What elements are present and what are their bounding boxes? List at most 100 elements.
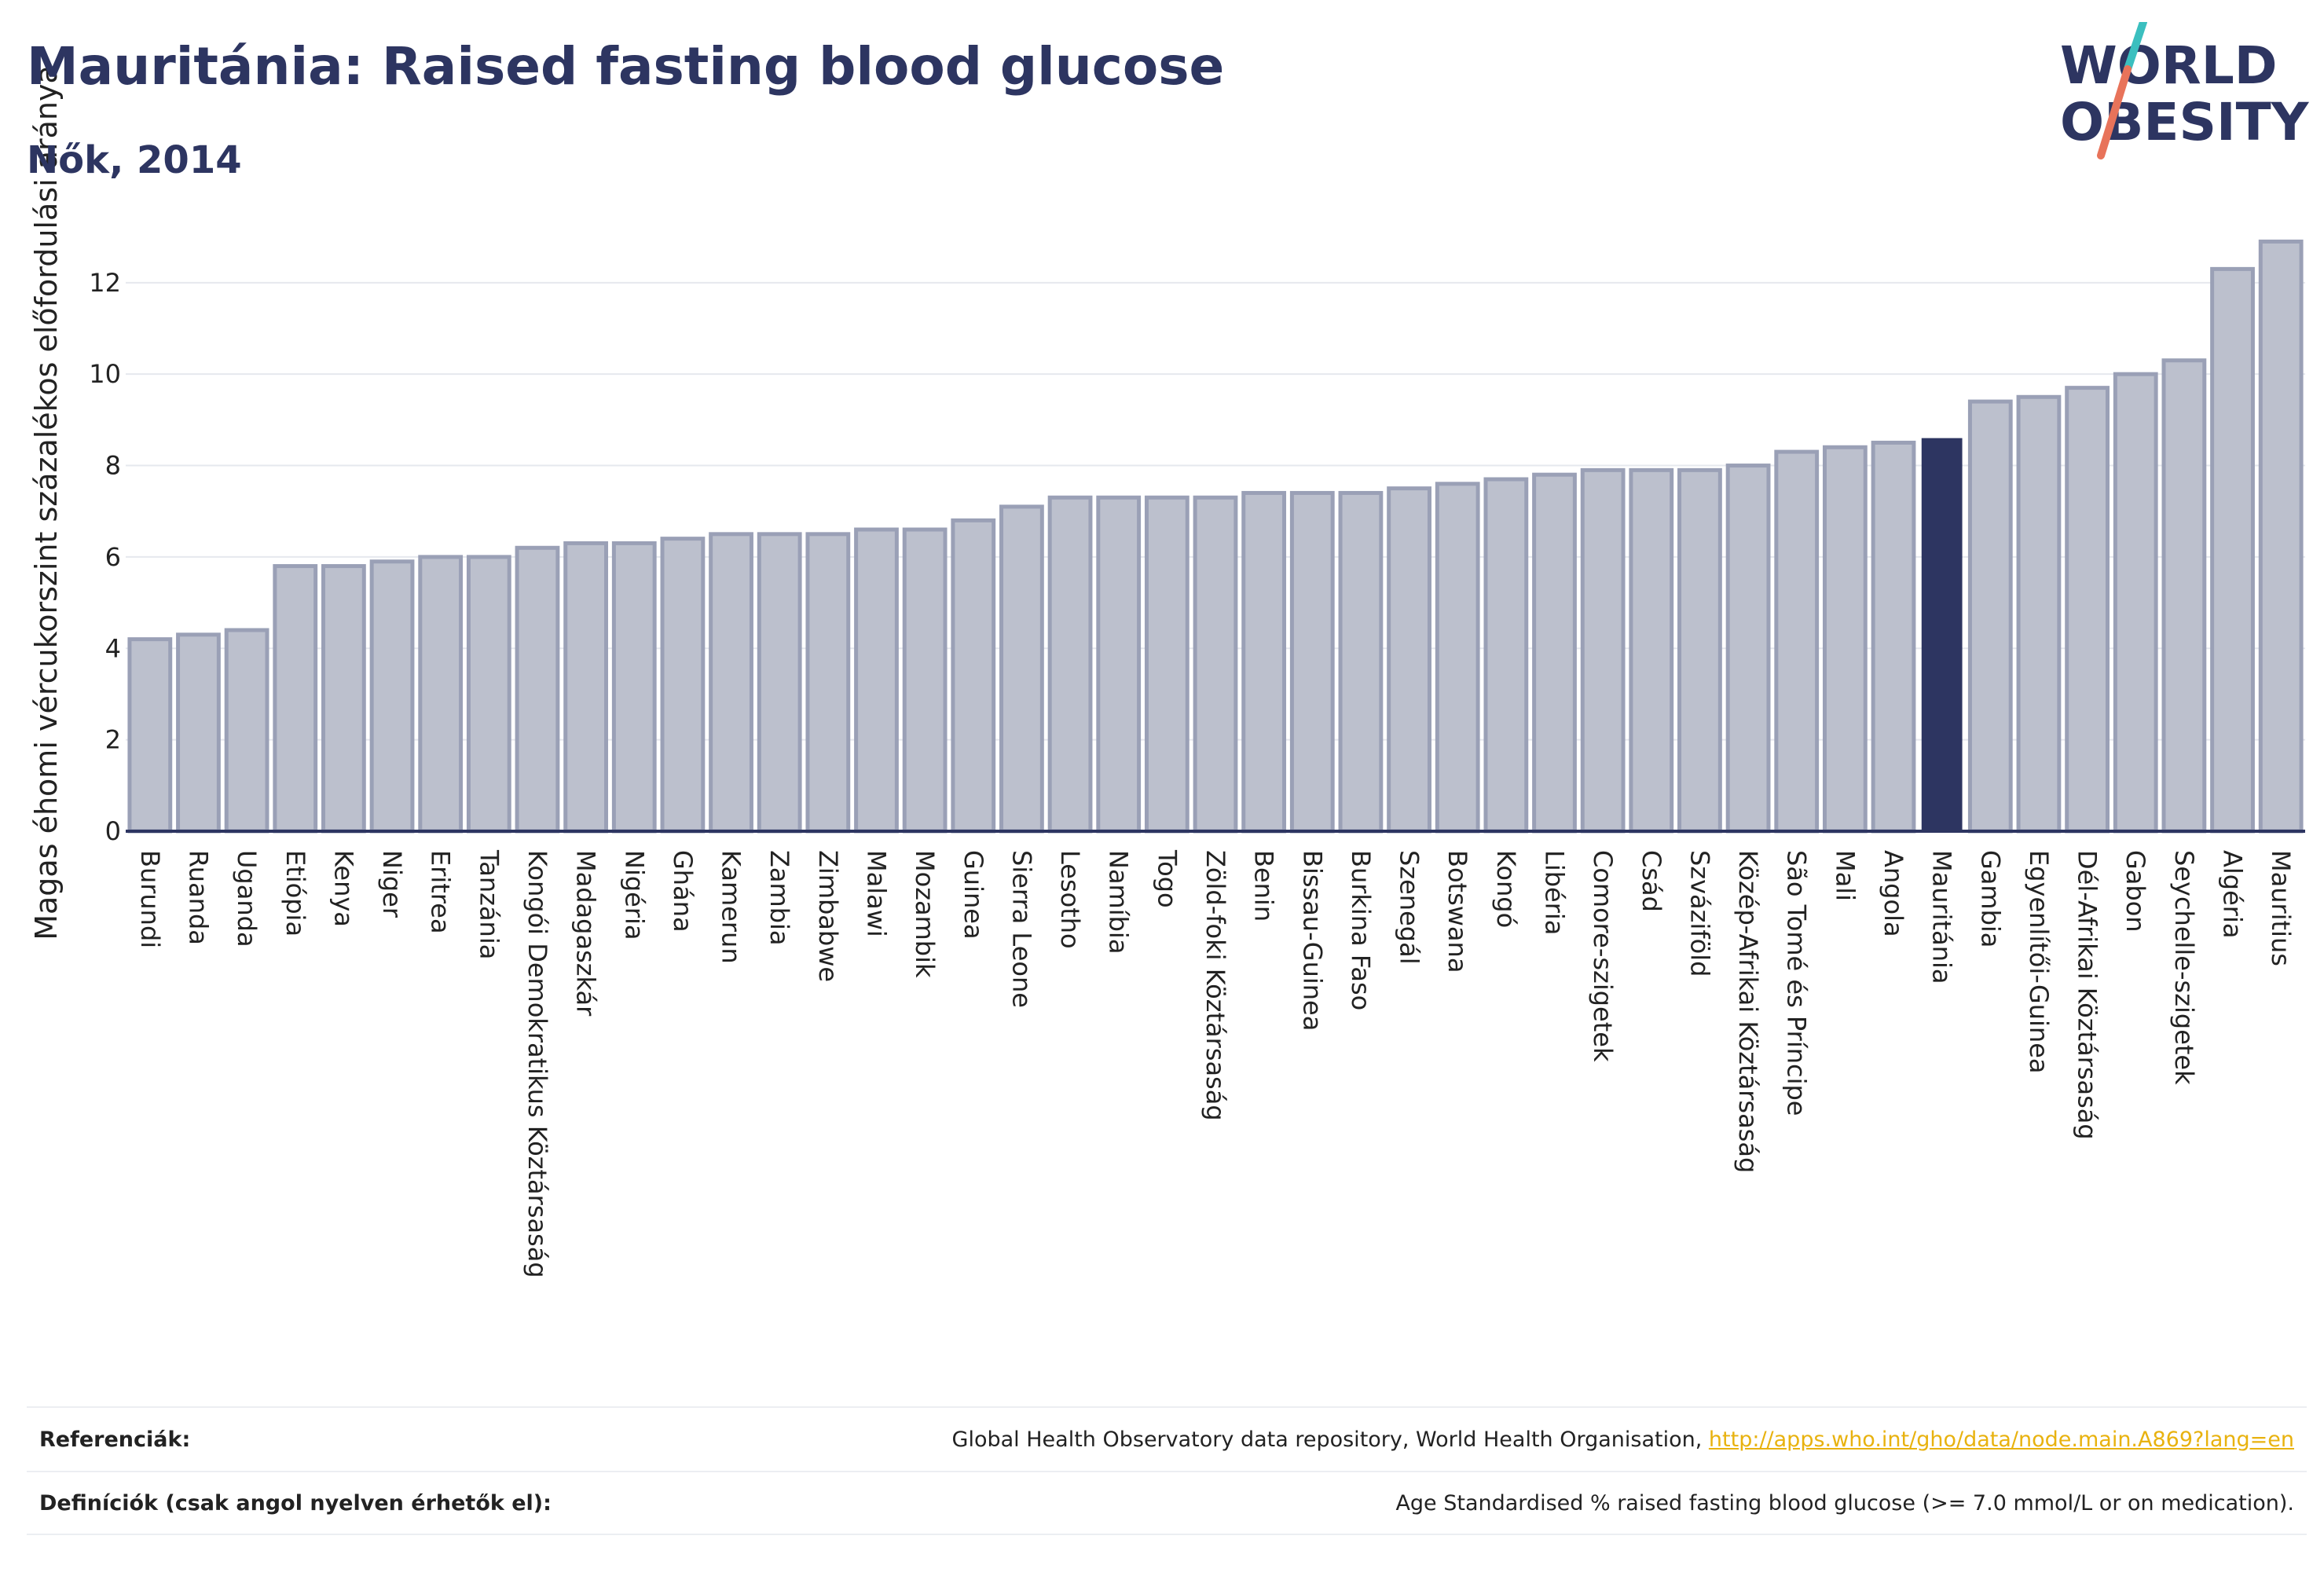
bar xyxy=(1483,477,1529,834)
chart-title: Mauritánia: Raised fasting blood glucose xyxy=(27,36,1225,97)
bar xyxy=(999,504,1044,834)
x-category-label: Mauritánia xyxy=(1927,850,1957,984)
bar xyxy=(1967,399,2013,834)
definitions-text: Age Standardised % raised fasting blood … xyxy=(1395,1490,2294,1516)
x-category-label: Libéria xyxy=(1540,850,1570,935)
bar xyxy=(1435,482,1480,834)
bar xyxy=(1144,495,1189,834)
x-category-label: Ruanda xyxy=(183,850,213,945)
x-category-label: Kenya xyxy=(328,850,358,927)
y-tick-label: 6 xyxy=(105,542,121,572)
world-obesity-logo: WORLD OBESITY xyxy=(2060,22,2310,159)
x-category-label: Uganda xyxy=(232,850,262,947)
bar xyxy=(1822,445,1868,834)
x-category-label: Botswana xyxy=(1442,850,1472,973)
logo-line-1: WORLD xyxy=(2060,35,2278,96)
bar-highlighted xyxy=(1921,438,1963,831)
bar xyxy=(563,541,609,834)
bar xyxy=(2065,386,2110,834)
x-category-label: Mali xyxy=(1830,850,1860,901)
x-category-label: Eritrea xyxy=(426,850,456,934)
bar xyxy=(951,518,996,834)
definitions-label: Definíciók (csak angol nyelven érhetők e… xyxy=(39,1490,552,1516)
x-category-label: Ghána xyxy=(668,850,698,933)
bar xyxy=(2210,266,2255,834)
references-value: Global Health Observatory data repositor… xyxy=(952,1428,2294,1452)
y-tick-labels: 0 2 4 6 8 10 12 xyxy=(89,268,121,846)
y-tick-label: 12 xyxy=(89,268,121,298)
bar xyxy=(2016,394,2062,834)
bar xyxy=(127,637,173,834)
bar xyxy=(660,537,706,834)
x-category-label: Angola xyxy=(1879,850,1908,937)
x-category-label: Gambia xyxy=(1975,850,2005,947)
x-category-label: Etiópia xyxy=(280,850,310,936)
x-category-label: Egyenlítői-Guinea xyxy=(2024,850,2054,1074)
x-category-label: Kongó xyxy=(1491,850,1521,928)
bar xyxy=(466,555,511,834)
bar xyxy=(1096,495,1142,834)
x-category-label: Burkina Faso xyxy=(1346,850,1376,1010)
bar-chart: 0 2 4 6 8 10 12 Burundi Ruanda Uganda Etiópia Keny… xyxy=(29,65,2305,1278)
references-row: Referenciák: Global Health Observatory d… xyxy=(27,1406,2307,1471)
logo-slash-coral xyxy=(2097,65,2132,159)
x-category-label: Tanzánia xyxy=(474,849,504,959)
bar xyxy=(418,555,464,834)
x-category-label: Zöld-foki Köztársaság xyxy=(1200,850,1230,1121)
bar xyxy=(805,532,851,834)
x-category-label: Seychelle-szigetek xyxy=(2169,850,2199,1085)
references-link[interactable]: http://apps.who.int/gho/data/node.main.A… xyxy=(1708,1427,2294,1452)
bar xyxy=(2258,239,2304,834)
y-tick-label: 2 xyxy=(105,725,121,755)
bar xyxy=(369,559,415,834)
x-category-label: Sierra Leone xyxy=(1006,850,1036,1008)
bar xyxy=(757,532,802,834)
logo-line-2: OBESITY xyxy=(2060,92,2310,152)
bar xyxy=(1774,449,1820,834)
x-category-label: Kongói Demokratikus Köztársaság xyxy=(522,850,552,1278)
x-category-label: Közép-Afrikai Köztársaság xyxy=(1733,850,1763,1173)
x-category-label: Csád xyxy=(1637,850,1666,912)
x-category-label: Mozambik xyxy=(910,850,940,978)
bar xyxy=(902,527,948,834)
bar xyxy=(515,545,560,834)
references-text: Global Health Observatory data repositor… xyxy=(951,1427,1709,1452)
chart-subtitle: Nők, 2014 xyxy=(27,138,242,182)
x-category-label: São Tomé és Príncipe xyxy=(1782,850,1812,1116)
x-category-label: Zambia xyxy=(764,850,794,946)
x-category-label: Burundi xyxy=(135,850,165,948)
y-tick-label: 4 xyxy=(105,633,121,663)
x-category-label: Namíbia xyxy=(1104,850,1134,954)
x-category-label: Benin xyxy=(1249,850,1279,922)
bars xyxy=(127,239,2304,834)
x-category-label: Comore-szigetek xyxy=(1588,850,1618,1062)
bar xyxy=(1532,472,1577,834)
bar xyxy=(1871,440,1916,834)
x-category-label: Gabon xyxy=(2121,850,2150,933)
bar xyxy=(1677,467,1722,834)
x-category-label: Lesotho xyxy=(1055,850,1085,949)
y-tick-label: 8 xyxy=(105,451,121,481)
x-category-label: Guinea xyxy=(959,850,988,940)
y-tick-label: 10 xyxy=(89,359,121,389)
x-category-label: Szváziföld xyxy=(1684,850,1714,977)
x-category-label: Malawi xyxy=(861,850,891,937)
references-label: Referenciák: xyxy=(39,1427,191,1452)
bar xyxy=(1338,490,1384,834)
bar xyxy=(224,628,269,834)
x-category-label: Kamerun xyxy=(717,850,746,964)
bar xyxy=(321,564,366,834)
x-category-label: Dél-Afrikai Köztársaság xyxy=(2073,850,2102,1140)
bar xyxy=(1725,464,1771,834)
x-category-label: Mauritius xyxy=(2266,850,2296,966)
y-axis-title: Magas éhomi vércukorszint százalékos elő… xyxy=(29,65,64,940)
y-tick-label: 0 xyxy=(105,816,121,846)
bar xyxy=(2161,358,2207,834)
x-category-label: Algéria xyxy=(2218,850,2248,938)
chart-footer: Referenciák: Global Health Observatory d… xyxy=(27,1406,2307,1535)
bar xyxy=(854,527,899,834)
bar xyxy=(1193,495,1238,834)
definitions-row: Definíciók (csak angol nyelven érhetők e… xyxy=(27,1471,2307,1535)
logo-slash-teal xyxy=(2124,22,2147,73)
bar xyxy=(1241,490,1287,834)
